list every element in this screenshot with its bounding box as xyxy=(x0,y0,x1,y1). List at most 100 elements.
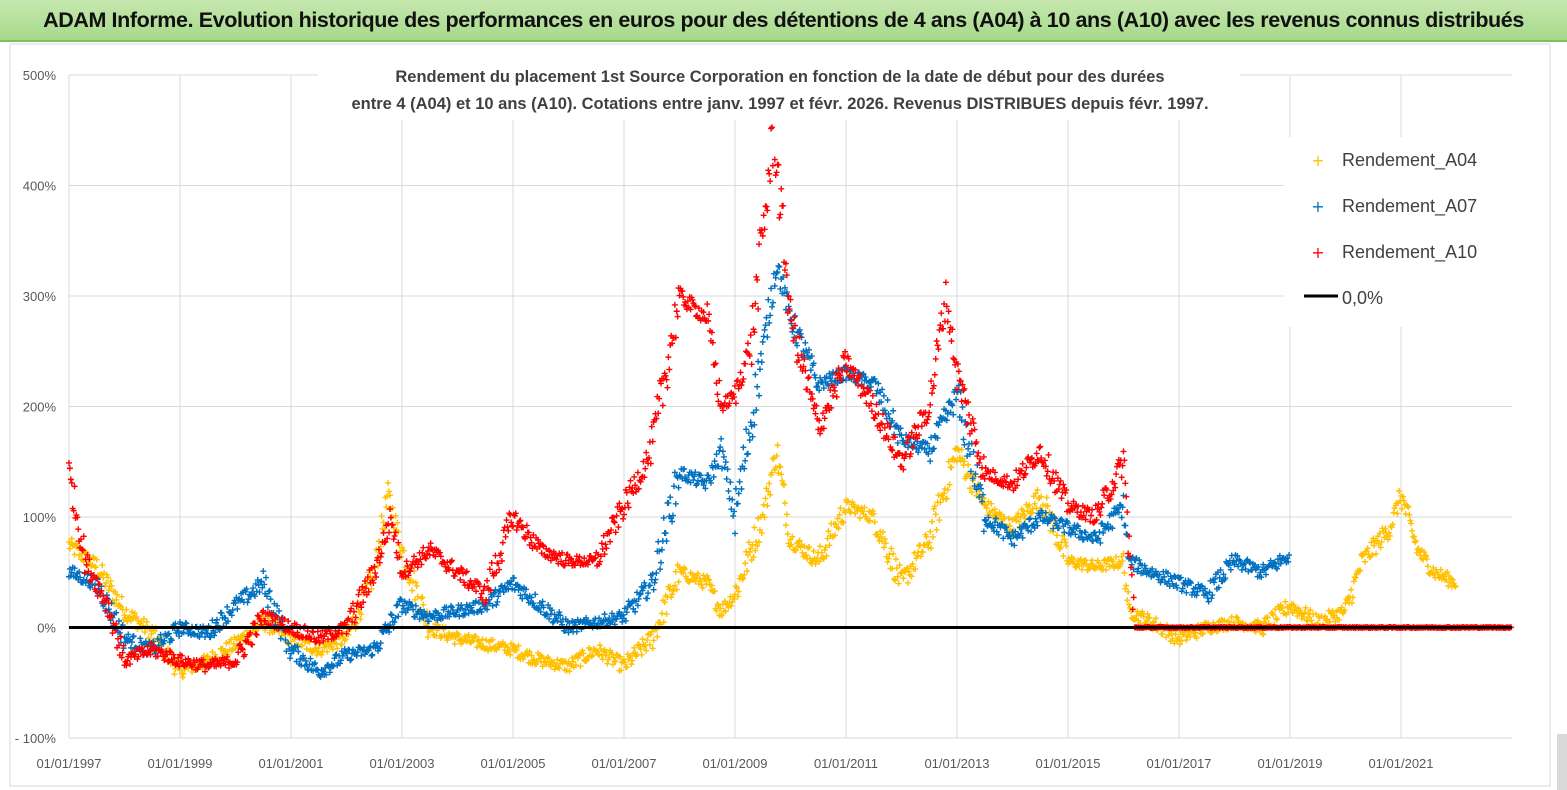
series-point-rendement_a04 xyxy=(610,654,617,661)
series-point-rendement_a10 xyxy=(642,465,649,472)
series-point-rendement_a04 xyxy=(528,652,535,659)
series-point-rendement_a04 xyxy=(654,633,661,640)
series-point-rendement_a04 xyxy=(171,671,178,678)
series-point-rendement_a04 xyxy=(1444,569,1451,576)
series-point-rendement_a04 xyxy=(1132,616,1139,623)
series-point-rendement_a04 xyxy=(1377,544,1384,551)
series-point-rendement_a04 xyxy=(751,524,758,531)
series-point-rendement_a04 xyxy=(923,533,930,540)
series-point-rendement_a07 xyxy=(391,619,398,626)
series-point-rendement_a04 xyxy=(928,545,935,552)
series-point-rendement_a10 xyxy=(765,167,772,174)
series-point-rendement_a04 xyxy=(871,518,878,525)
series-point-rendement_a04 xyxy=(692,578,699,585)
series-point-rendement_a10 xyxy=(252,631,259,638)
series-point-rendement_a07 xyxy=(94,576,101,583)
series-point-rendement_a07 xyxy=(130,633,137,640)
series-point-rendement_a07 xyxy=(473,598,479,605)
y-tick-label: 300% xyxy=(23,289,57,304)
series-point-rendement_a04 xyxy=(291,636,298,643)
series-point-rendement_a04 xyxy=(1410,533,1417,540)
series-point-rendement_a04 xyxy=(1273,615,1280,622)
series-point-rendement_a04 xyxy=(832,521,839,528)
series-point-rendement_a04 xyxy=(141,629,148,636)
series-point-rendement_a04 xyxy=(604,660,611,667)
series-point-rendement_a04 xyxy=(682,566,689,573)
series-point-rendement_a04 xyxy=(705,576,712,583)
series-point-rendement_a10 xyxy=(773,169,780,176)
series-point-rendement_a04 xyxy=(1422,552,1429,559)
series-point-rendement_a07 xyxy=(348,656,355,663)
series-point-rendement_a04 xyxy=(824,535,831,542)
series-point-rendement_a04 xyxy=(840,519,847,526)
series-point-rendement_a04 xyxy=(831,532,838,539)
series-point-rendement_a04 xyxy=(1169,635,1176,642)
series-point-rendement_a04 xyxy=(177,667,183,674)
series-point-rendement_a07 xyxy=(68,569,75,576)
series-point-rendement_a04 xyxy=(1405,504,1412,511)
series-point-rendement_a04 xyxy=(318,651,325,658)
x-tick-label: 01/01/2019 xyxy=(1257,756,1322,771)
series-point-rendement_a04 xyxy=(826,542,833,549)
series-point-rendement_a10 xyxy=(1128,571,1135,578)
series-point-rendement_a10 xyxy=(1045,451,1052,458)
series-point-rendement_a04 xyxy=(725,604,732,611)
series-point-rendement_a07 xyxy=(667,494,674,501)
series-point-rendement_a10 xyxy=(766,170,773,177)
series-point-rendement_a04 xyxy=(334,645,341,652)
series-point-rendement_a04 xyxy=(66,545,73,552)
series-point-rendement_a04 xyxy=(612,658,619,665)
resize-handle[interactable] xyxy=(1557,734,1567,790)
series-point-rendement_a04 xyxy=(892,556,899,563)
title-banner xyxy=(0,0,1567,42)
series-point-rendement_a07 xyxy=(285,640,292,647)
chart-title-line-1: Rendement du placement 1st Source Corpor… xyxy=(395,68,1164,86)
series-point-rendement_a04 xyxy=(1001,513,1008,520)
series-point-rendement_a10 xyxy=(674,313,681,320)
series-point-rendement_a07 xyxy=(374,640,381,647)
series-point-rendement_a07 xyxy=(87,584,94,591)
series-point-rendement_a07 xyxy=(326,669,333,676)
series-point-rendement_a04 xyxy=(1270,611,1277,618)
series-point-rendement_a04 xyxy=(1374,533,1381,540)
series-point-rendement_a10 xyxy=(775,161,782,168)
series-point-rendement_a04 xyxy=(547,663,554,670)
series-point-rendement_a04 xyxy=(412,579,419,586)
series-point-rendement_a07 xyxy=(212,629,219,636)
series-point-rendement_a07 xyxy=(198,630,205,637)
series-point-rendement_a04 xyxy=(143,618,150,625)
series-point-rendement_a04 xyxy=(223,640,230,647)
series-point-rendement_a07 xyxy=(727,479,734,486)
series-point-rendement_a04 xyxy=(739,576,746,583)
series-point-rendement_a07 xyxy=(76,568,83,575)
series-point-rendement_a10 xyxy=(488,559,495,566)
series-point-rendement_a04 xyxy=(1348,599,1355,606)
series-point-rendement_a07 xyxy=(218,610,225,617)
y-axis-ticks: - 100% 0% 100% 200% 300% 400% 500% xyxy=(15,68,57,746)
series-point-rendement_a07 xyxy=(294,643,301,650)
series-point-rendement_a10 xyxy=(355,591,362,598)
series-point-rendement_a07 xyxy=(154,635,161,642)
series-point-rendement_a07 xyxy=(672,500,679,507)
series-point-rendement_a07 xyxy=(196,634,203,641)
series-point-rendement_a04 xyxy=(909,561,916,568)
series-point-rendement_a04 xyxy=(1015,518,1022,525)
series-point-rendement_a04 xyxy=(1102,566,1109,573)
series-point-rendement_a07 xyxy=(395,613,402,620)
series-point-rendement_a07 xyxy=(417,606,424,613)
series-point-rendement_a04 xyxy=(766,480,773,487)
series-point-rendement_a04 xyxy=(599,656,606,663)
series-point-rendement_a07 xyxy=(758,359,765,366)
series-point-rendement_a07 xyxy=(420,614,427,621)
series-point-rendement_a04 xyxy=(1260,631,1267,638)
series-point-rendement_a04 xyxy=(1121,569,1128,576)
series-point-rendement_a04 xyxy=(381,526,388,533)
series-point-rendement_a07 xyxy=(411,614,418,621)
series-point-rendement_a04 xyxy=(764,502,771,509)
series-point-rendement_a07 xyxy=(725,488,732,495)
series-point-rendement_a04 xyxy=(1412,537,1419,544)
series-point-rendement_a04 xyxy=(884,558,891,565)
series-point-rendement_a04 xyxy=(1176,641,1183,648)
series-point-rendement_a04 xyxy=(1264,614,1271,621)
series-point-rendement_a04 xyxy=(406,579,413,586)
